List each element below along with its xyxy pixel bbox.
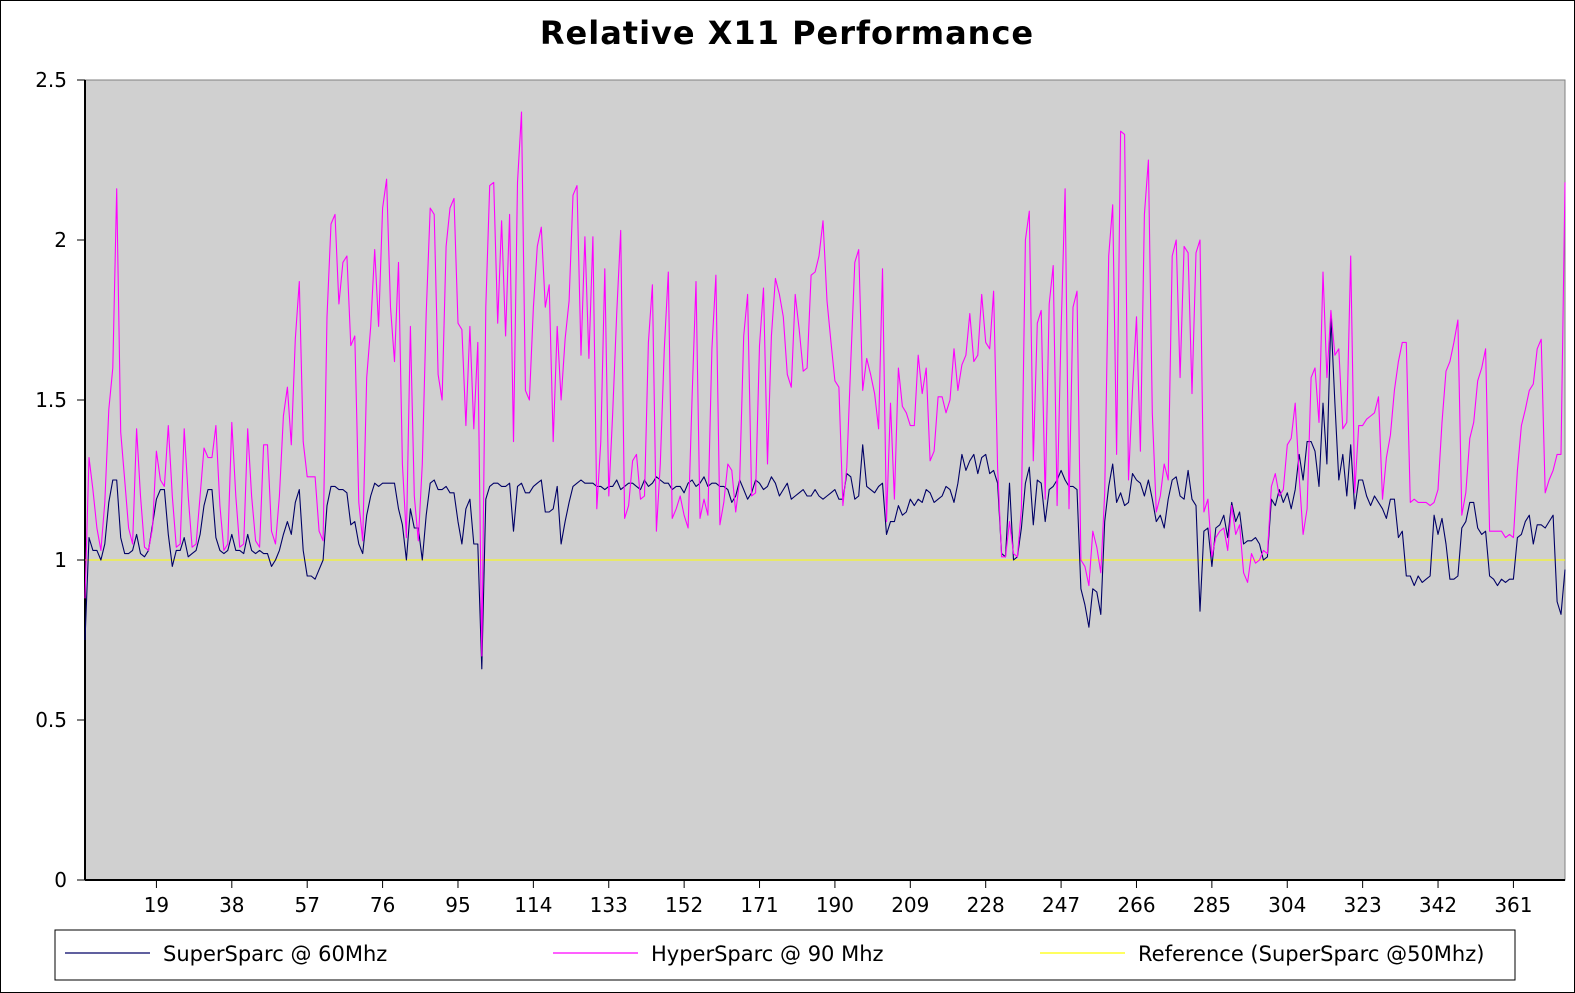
x-tick-label: 323	[1344, 893, 1382, 917]
series-line-hypersparc-90	[84, 111, 1566, 657]
y-tick-label: 0.5	[35, 708, 67, 732]
x-tick-label: 285	[1193, 893, 1231, 917]
x-tick-label: 76	[370, 893, 395, 917]
x-tick-label: 95	[445, 893, 470, 917]
chart-title: Relative X11 Performance	[540, 14, 1034, 52]
legend-label-0: SuperSparc @ 60Mhz	[163, 942, 387, 966]
x-tick-label: 228	[967, 893, 1005, 917]
legend: SuperSparc @ 60Mhz HyperSparc @ 90 Mhz Ref…	[54, 929, 1516, 981]
x-tick-label: 247	[1042, 893, 1080, 917]
x-tick-label: 342	[1419, 893, 1457, 917]
series-layer	[84, 111, 1566, 670]
y-tick-label: 2	[54, 228, 67, 252]
y-tick-label: 2.5	[35, 68, 67, 92]
x-tick-label: 114	[514, 893, 552, 917]
axes: 0 0.5 1 1.5 2 2.5 19 38 57 76 95 114 133 152 171 190 209…	[35, 68, 1565, 917]
x-tick-label: 57	[294, 893, 319, 917]
legend-label-1: HyperSparc @ 90 Mhz	[651, 942, 884, 966]
series-line-supersparc-60	[84, 316, 1566, 670]
legend-box	[54, 929, 1516, 981]
x-tick-label: 361	[1494, 893, 1532, 917]
plot-area	[84, 79, 1566, 881]
x-tick-label: 304	[1268, 893, 1306, 917]
x-tick-label: 171	[740, 893, 778, 917]
y-tick-label: 0	[54, 868, 67, 892]
y-tick-label: 1.5	[35, 388, 67, 412]
legend-label-2: Reference (SuperSparc @50Mhz)	[1138, 942, 1484, 966]
x-tick-label: 152	[665, 893, 703, 917]
x-tick-label: 133	[590, 893, 628, 917]
x-tick-label: 19	[144, 893, 169, 917]
x-tick-label: 190	[816, 893, 854, 917]
x-tick-label: 38	[219, 893, 244, 917]
x-tick-label: 209	[891, 893, 929, 917]
y-tick-label: 1	[54, 548, 67, 572]
x-tick-label: 266	[1117, 893, 1155, 917]
